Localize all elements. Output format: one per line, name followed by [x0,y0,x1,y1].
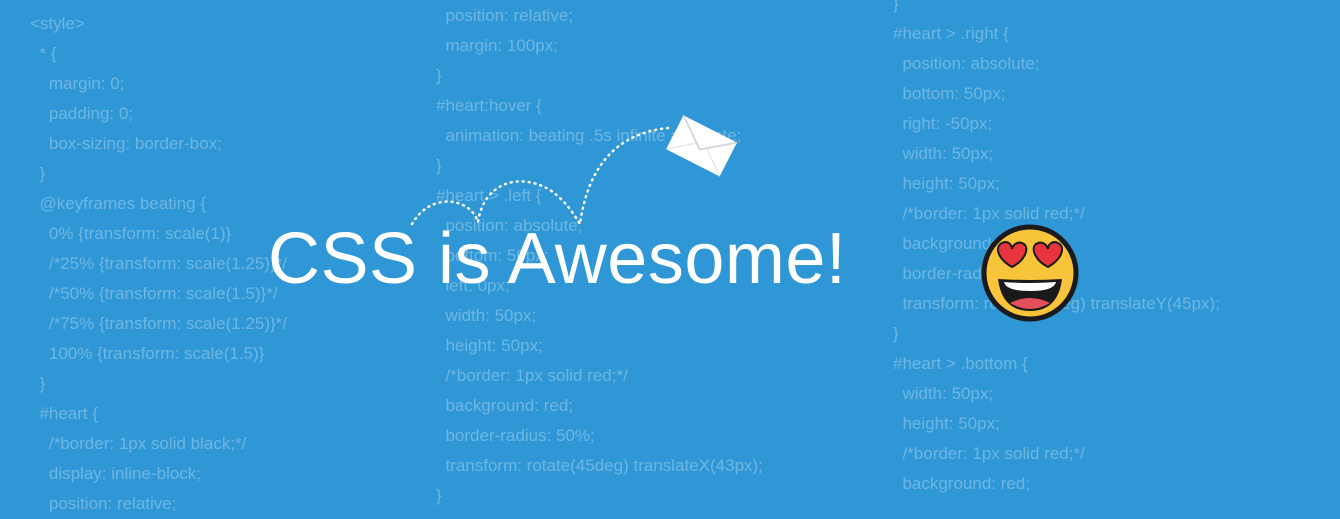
code-line: width: 50px; [893,144,994,163]
heart-eyes-face-icon [981,224,1079,322]
code-line: <style> [30,14,85,33]
code-line: 0% {transform: scale(1)} [30,224,232,243]
code-line: background: red; [893,474,1031,493]
code-line: display: inline-block; [30,464,202,483]
code-column-right: } #heart > .right { position: absolute; b… [893,0,1220,499]
code-column-middle: position: relative; margin: 100px;} #hear… [436,1,763,511]
code-line: /*75% {transform: scale(1.25)}*/ [30,314,288,333]
dotted-flight-path [410,126,670,227]
code-line: * { [30,44,57,63]
code-line: height: 50px; [893,414,1000,433]
code-line: position: relative; [30,494,177,513]
code-line: height: 50px; [436,336,543,355]
envelope-icon [666,114,738,177]
code-line: /*border: 1px solid black;*/ [30,434,247,453]
code-line: height: 50px; [893,174,1000,193]
code-line: width: 50px; [893,384,994,403]
code-line: bottom: 50px; [436,246,549,265]
code-line: box-sizing: border-box; [30,134,222,153]
code-line: margin: 100px; [436,36,558,55]
code-line: width: 50px; [436,306,537,325]
code-line: left: 0px; [436,276,510,295]
code-line: } [893,0,899,13]
code-line: /*border: 1px solid red;*/ [436,366,628,385]
code-line: /*border: 1px solid red;*/ [893,204,1085,223]
code-line: } [436,156,442,175]
code-line: position: absolute; [436,216,583,235]
code-line: position: absolute; [893,54,1040,73]
code-line: bottom: 50px; [893,84,1006,103]
code-line: 100% {transform: scale(1.5)} [30,344,265,363]
code-line: #heart:hover { [436,96,542,115]
code-line: #heart > .bottom { [893,354,1028,373]
code-line: #heart > .left { [436,186,542,205]
code-line: border-radius: 50%; [436,426,595,445]
code-line: /*25% {transform: scale(1.25)}*/ [30,254,288,273]
code-line: margin: 0; [30,74,125,93]
code-line: padding: 0; [30,104,134,123]
code-line: right: -50px; [893,114,993,133]
code-line: } [436,66,442,85]
code-line: } [436,486,442,505]
code-line: #heart > .right { [893,24,1009,43]
code-line: position: relative; [436,6,574,25]
code-line: transform: rotate(45deg) translateX(43px… [436,456,763,475]
code-line: } [30,164,46,183]
code-line: #heart { [30,404,99,423]
code-line: /*border: 1px solid red;*/ [893,444,1085,463]
code-line: background: red; [436,396,574,415]
headline-text: CSS is Awesome! [268,219,847,299]
code-column-left: <style> * { margin: 0; padding: 0; box-s… [30,9,287,519]
code-line: } [893,324,899,343]
code-line: /*50% {transform: scale(1.5)}*/ [30,284,278,303]
code-line: @keyframes beating { [30,194,207,213]
code-line: } [30,374,46,393]
